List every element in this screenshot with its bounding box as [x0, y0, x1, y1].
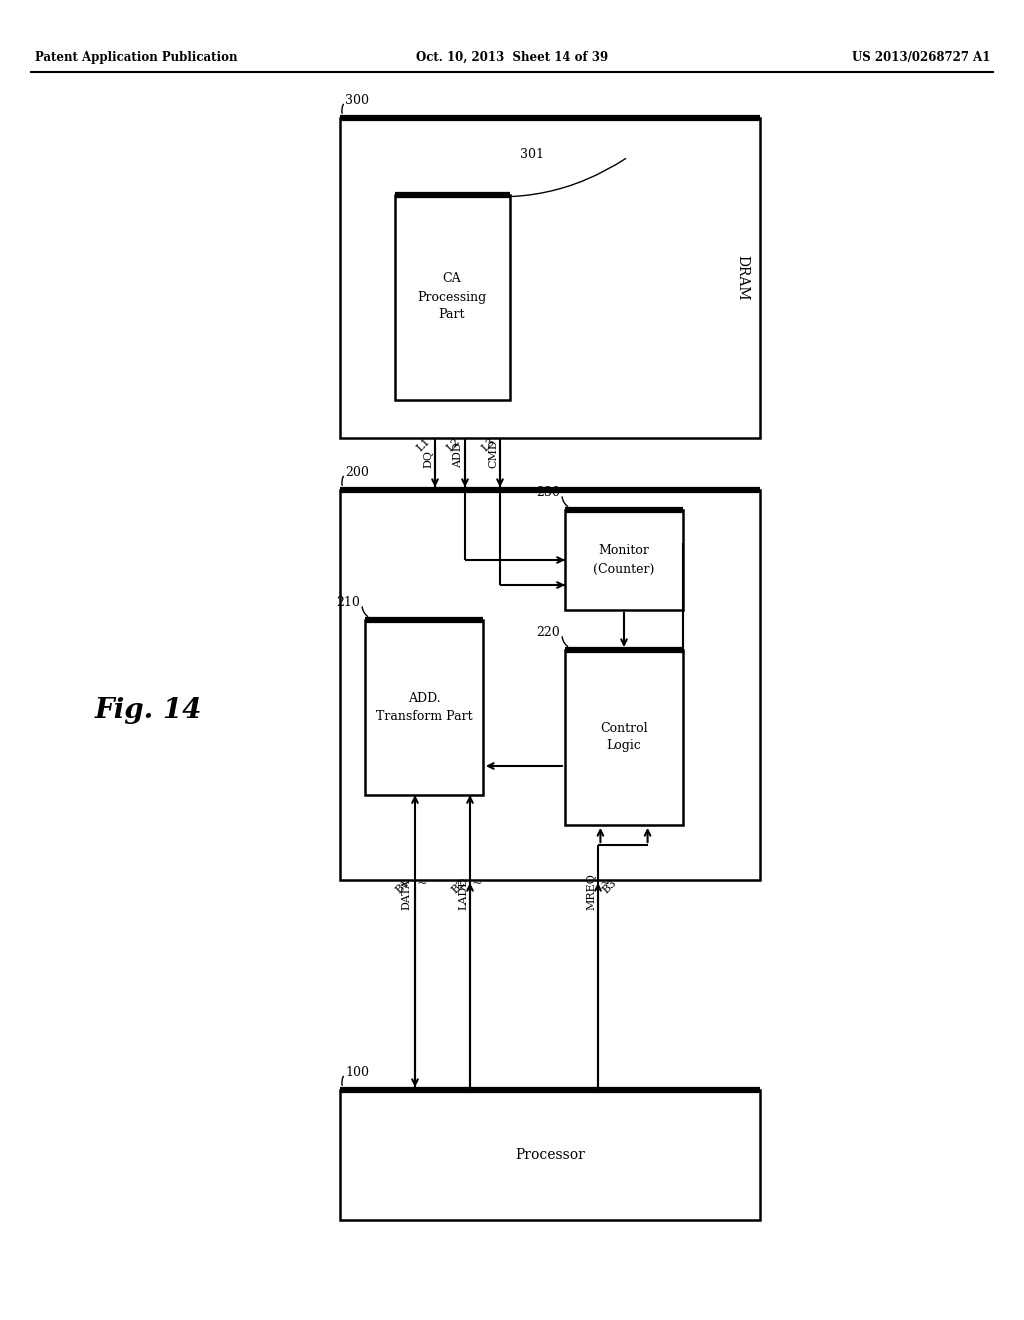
- Text: 301: 301: [520, 149, 544, 161]
- Text: B1: B1: [394, 878, 412, 895]
- Text: Control
Logic: Control Logic: [600, 722, 648, 752]
- Text: L1: L1: [415, 436, 432, 453]
- Bar: [395, 195, 510, 400]
- Text: ADD.
Transform Part: ADD. Transform Part: [376, 692, 472, 722]
- Text: 200: 200: [345, 466, 369, 479]
- Text: US 2013/0268727 A1: US 2013/0268727 A1: [852, 50, 990, 63]
- Text: Monitor
(Counter): Monitor (Counter): [593, 544, 654, 576]
- Text: DRAM: DRAM: [735, 255, 749, 301]
- Text: DATA: DATA: [401, 879, 411, 909]
- Text: ~: ~: [417, 876, 427, 890]
- Text: Fig. 14: Fig. 14: [94, 697, 202, 723]
- Text: 210: 210: [336, 595, 360, 609]
- Text: CMD: CMD: [488, 440, 498, 469]
- Text: ADD: ADD: [453, 442, 463, 469]
- Text: L3: L3: [479, 436, 497, 453]
- Bar: [365, 620, 483, 795]
- Text: MREQ: MREQ: [586, 873, 596, 909]
- Text: Patent Application Publication: Patent Application Publication: [35, 50, 238, 63]
- Text: Processor: Processor: [515, 1148, 585, 1162]
- Bar: [565, 649, 683, 825]
- Text: B3: B3: [601, 878, 618, 895]
- Text: ~: ~: [472, 876, 482, 890]
- Text: LADD: LADD: [458, 876, 468, 909]
- Text: 230: 230: [537, 486, 560, 499]
- Bar: [340, 1090, 760, 1220]
- Text: B2: B2: [451, 878, 468, 895]
- Text: DQ: DQ: [423, 450, 433, 469]
- Bar: [340, 490, 760, 880]
- Text: ~: ~: [600, 876, 610, 890]
- Text: CA
Processing
Part: CA Processing Part: [418, 272, 486, 322]
- Text: Oct. 10, 2013  Sheet 14 of 39: Oct. 10, 2013 Sheet 14 of 39: [416, 50, 608, 63]
- Text: 220: 220: [537, 626, 560, 639]
- Bar: [340, 117, 760, 438]
- Text: L2: L2: [444, 436, 462, 453]
- Text: 300: 300: [345, 94, 369, 107]
- Text: 100: 100: [345, 1065, 369, 1078]
- Bar: [565, 510, 683, 610]
